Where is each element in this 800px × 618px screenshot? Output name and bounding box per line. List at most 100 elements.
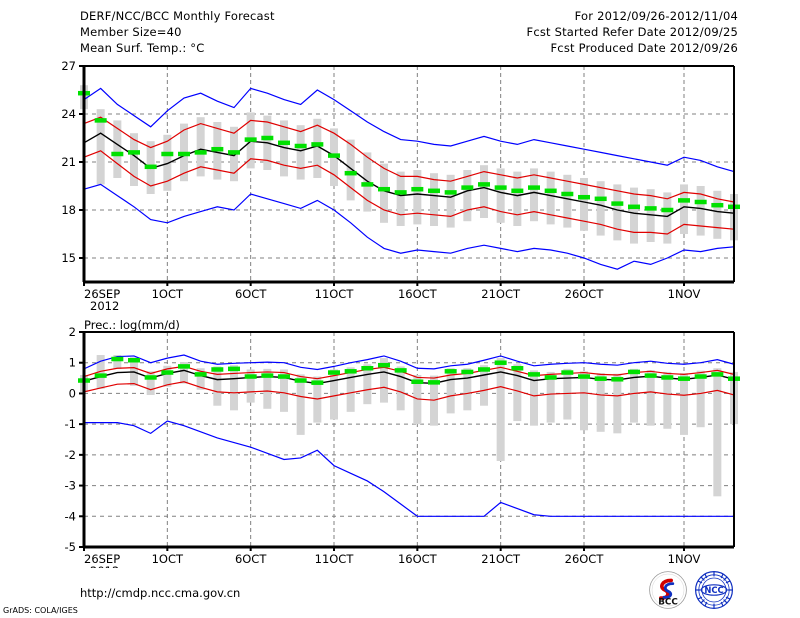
spread-bar (696, 186, 705, 236)
spread-bar (580, 371, 588, 431)
series-line-ensemble_mean (83, 369, 735, 385)
spread-bar (413, 170, 422, 225)
spread-bar (680, 373, 688, 435)
spread-bar (446, 368, 455, 414)
series-line-ensemble_mean (83, 132, 735, 218)
spread-bar (196, 368, 205, 390)
spread-bar (646, 189, 655, 242)
spread-bar (413, 375, 422, 425)
svg-text:NCC: NCC (704, 585, 723, 595)
y-tick-label: 15 (61, 251, 76, 265)
y-tick-label: -4 (65, 509, 76, 523)
spread-bar (296, 125, 305, 180)
y-tick-label: -3 (65, 479, 76, 493)
series-line-maximum (83, 87, 735, 173)
x-tick-label: 16OCT (398, 287, 438, 301)
series-line-upper_quartile (83, 116, 735, 203)
temperature-panel: 15 18 21 24 27 26SEP 1OCT 6OCT 11OCT 16OCT 21OCT 26… (0, 60, 800, 310)
spread-bar (196, 117, 205, 177)
spread-bar-group (80, 355, 738, 497)
x-tick-label: 26SEP (84, 552, 120, 566)
x-tick-label: 1NOV (668, 552, 701, 566)
spread-bar (580, 178, 588, 231)
spread-bar (546, 171, 555, 225)
y-tick-label: 27 (61, 60, 76, 73)
spread-bar (663, 371, 672, 429)
spread-bar (313, 118, 322, 178)
y-tick-label: 0 (69, 386, 76, 400)
spread-bar (613, 184, 622, 241)
spread-bar (346, 367, 355, 412)
spread-bar (613, 373, 622, 434)
series-line-minimum (83, 183, 735, 270)
spread-bar (596, 373, 605, 432)
spread-bar (496, 168, 505, 223)
spread-bar (130, 133, 138, 186)
x-tick-label: 1NOV (668, 287, 701, 301)
spread-bar (213, 366, 222, 406)
series-line-minimum (84, 420, 734, 517)
spread-bar (713, 190, 722, 239)
spread-bar (246, 369, 255, 403)
spread-bar (480, 165, 488, 218)
bcc-logo-icon: BCC (649, 571, 687, 609)
series-line-lower_quartile (83, 150, 735, 235)
y-tick-label: 24 (61, 107, 76, 121)
spread-bar (463, 368, 472, 411)
spread-bar (163, 365, 172, 387)
median-marker-group (78, 90, 740, 213)
spread-bar (330, 369, 338, 420)
produced-date-label: Fcst Produced Date 2012/09/26 (550, 41, 738, 55)
variable-label: Mean Surf. Temp.: °C (80, 41, 205, 55)
website-url[interactable]: http://cmdp.ncc.cma.gov.cn (80, 586, 241, 600)
y-tick-label: 1 (69, 356, 76, 370)
y-tick-label: 21 (61, 155, 76, 169)
precipitation-plot: -5 -4 -3 -2 -1 0 1 2 26SEP 1OCT 6OCT 11OCT 16OCT 21OC… (65, 325, 740, 568)
spread-bar (230, 365, 238, 411)
spread-bar (563, 368, 572, 420)
spread-bar (596, 181, 605, 236)
spread-bar (113, 120, 122, 178)
spread-bar (296, 374, 305, 435)
logo-group: BCC NCC (648, 570, 752, 610)
x-tick-label: 26OCT (565, 552, 605, 566)
spread-bar (480, 365, 488, 406)
spread-bar (113, 355, 122, 369)
spread-bar (680, 184, 688, 234)
x-tick-label: 1OCT (152, 552, 184, 566)
temperature-plot: 15 18 21 24 27 26SEP 1OCT 6OCT 11OCT 16OCT 21OCT 26… (61, 60, 740, 310)
spread-bar (396, 366, 405, 411)
forecast-range-label: For 2012/09/26-2012/11/04 (574, 9, 738, 23)
spread-bar (463, 170, 472, 222)
member-size-label: Member Size=40 (80, 25, 182, 39)
spread-bar (163, 134, 172, 191)
x-tick-label: 26SEP (84, 287, 120, 301)
x-tick-label: 1OCT (152, 287, 184, 301)
spread-bar (263, 368, 272, 409)
x-tick-label: 26OCT (565, 287, 605, 301)
spread-bar (530, 168, 538, 222)
spread-bar (513, 364, 522, 422)
grads-credit: GrADS: COLA/IGES (3, 606, 78, 615)
y-tick-label: -5 (65, 540, 76, 554)
spread-bar (630, 368, 638, 423)
precipitation-title: Prec.: log(mm/d) (84, 318, 180, 332)
spread-bar (396, 171, 405, 226)
x-tick-label: 11OCT (315, 287, 355, 301)
spread-bar (180, 362, 188, 384)
spread-bar (380, 163, 388, 223)
spread-bar (630, 187, 638, 244)
x-tick-label: 11OCT (315, 552, 355, 566)
spread-bar (513, 171, 522, 226)
refer-date-label: Fcst Started Refer Date 2012/09/25 (526, 25, 738, 39)
spread-bar (380, 358, 388, 403)
spread-bar (663, 192, 672, 244)
spread-bar (280, 369, 288, 412)
ncc-logo-icon: NCC (695, 571, 733, 609)
series-line-lower_quartile (83, 381, 735, 401)
x-axis-year-label: 2012 (90, 564, 119, 568)
spread-bar (563, 174, 572, 228)
spread-bar (430, 173, 438, 226)
spread-bar (696, 370, 705, 428)
